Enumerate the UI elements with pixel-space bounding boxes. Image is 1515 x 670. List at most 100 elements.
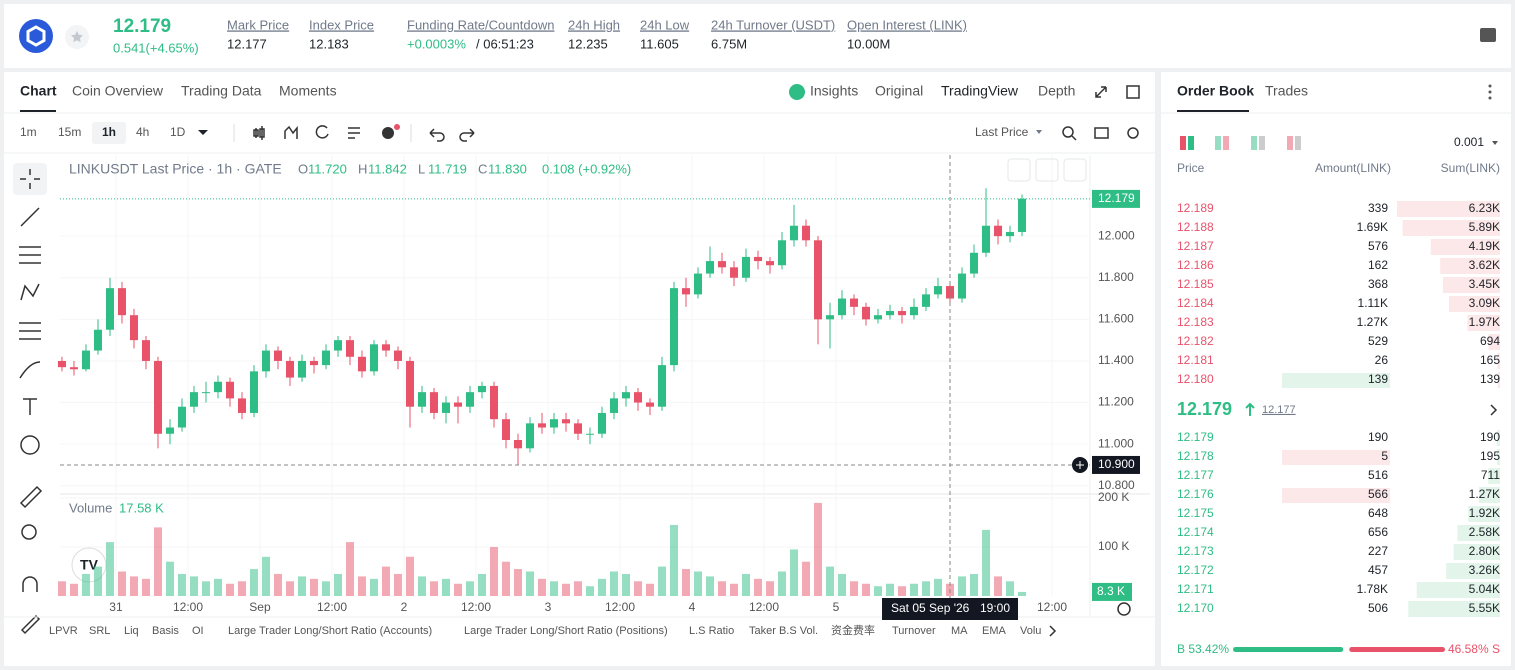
magnet-tool[interactable] <box>22 576 38 592</box>
replay-icon[interactable] <box>315 125 329 139</box>
tab[interactable]: Trading Data <box>181 83 262 99</box>
candle-type-icon[interactable] <box>253 126 265 140</box>
chart-button[interactable] <box>1007 158 1031 182</box>
tab[interactable]: Moments <box>279 83 337 99</box>
emoji-tool[interactable] <box>20 435 40 455</box>
ob-tab[interactable]: Trades <box>1265 83 1308 99</box>
indicator[interactable]: Liq <box>124 625 139 637</box>
depth-mode-icons[interactable] <box>1180 136 1301 150</box>
volume-bar <box>706 576 715 596</box>
mode-icon[interactable] <box>1251 136 1257 150</box>
mode-icon[interactable] <box>1223 136 1229 150</box>
brush-tool[interactable] <box>19 361 41 379</box>
indicator[interactable]: Basis <box>152 625 179 637</box>
price-type-arrow[interactable] <box>1036 130 1042 134</box>
template-icon[interactable] <box>348 127 360 139</box>
up-arrow <box>1245 402 1255 416</box>
candle-body <box>357 356 366 372</box>
text-tool[interactable] <box>23 398 37 415</box>
candle-body <box>297 360 306 378</box>
indicator-icon[interactable] <box>284 125 298 139</box>
chart-tools[interactable] <box>253 125 1139 142</box>
candle-body <box>910 306 919 316</box>
view-tab[interactable]: Insights <box>810 83 858 99</box>
indicator[interactable]: Large Trader Long/Short Ratio (Accounts) <box>228 625 432 637</box>
indicator[interactable]: Turnover <box>892 625 936 637</box>
fib-tool[interactable] <box>19 322 41 340</box>
undo-icon[interactable] <box>429 128 445 142</box>
volume-bar <box>658 566 667 596</box>
indicator[interactable]: SRL <box>89 625 110 637</box>
axis-settings[interactable] <box>1117 602 1131 616</box>
coin-logo <box>19 19 53 53</box>
mode-icon[interactable] <box>1259 136 1265 150</box>
settings-icon[interactable] <box>1127 127 1139 139</box>
candle-body <box>874 315 883 320</box>
ob-sum: 1.27K <box>1469 487 1500 501</box>
dropdown-arrow[interactable] <box>198 130 208 135</box>
volume-bar <box>117 571 126 596</box>
add-indicator-icon[interactable] <box>382 127 394 139</box>
interval[interactable]: 1m <box>20 125 37 139</box>
stat-value: 12.183 <box>309 36 349 51</box>
candle-body <box>129 315 138 341</box>
y-tick-label: 11.800 <box>1098 270 1134 284</box>
interval[interactable]: 15m <box>58 125 81 139</box>
indicator[interactable]: MA <box>951 625 968 637</box>
mode-icon[interactable] <box>1295 136 1301 150</box>
indicator[interactable]: Taker B.S Vol. <box>749 625 818 637</box>
interval[interactable]: 1D <box>170 125 186 139</box>
volume-bar <box>513 569 522 596</box>
tab[interactable]: Chart <box>20 83 57 99</box>
interval[interactable]: 1h <box>102 125 116 139</box>
volume-bar <box>838 573 847 596</box>
precision[interactable]: 0.001 <box>1454 135 1484 149</box>
indicator[interactable]: Large Trader Long/Short Ratio (Positions… <box>464 625 668 637</box>
drawing-toolbar[interactable] <box>19 169 43 635</box>
chart-button[interactable] <box>1035 158 1059 182</box>
indicator-scroll[interactable] <box>1049 625 1057 637</box>
view-tab[interactable]: Depth <box>1038 83 1075 99</box>
interval[interactable]: 4h <box>136 125 149 139</box>
mode-icon[interactable] <box>1188 136 1194 150</box>
expand-icon[interactable] <box>1095 86 1107 98</box>
camera-icon[interactable] <box>1094 127 1109 139</box>
indicator[interactable]: OI <box>192 625 204 637</box>
ob-sum: 2.80K <box>1469 544 1500 558</box>
chart-button[interactable] <box>1063 158 1087 182</box>
redo-icon[interactable] <box>459 128 475 142</box>
channel-tool[interactable] <box>19 246 41 264</box>
window-icon[interactable] <box>1126 85 1140 99</box>
pattern-tool[interactable] <box>20 283 40 301</box>
search-icon[interactable] <box>1062 126 1074 138</box>
line-tool[interactable] <box>20 207 40 227</box>
measure-tool[interactable] <box>19 485 43 509</box>
mid-expand[interactable] <box>1490 404 1498 416</box>
ob-tab[interactable]: Order Book <box>1177 83 1254 99</box>
volume-bar <box>429 581 438 596</box>
notes-icon[interactable] <box>1480 28 1496 42</box>
pencil-tool[interactable] <box>20 614 41 635</box>
indicator[interactable]: 资金费率 <box>831 623 875 637</box>
candle-body <box>610 398 619 413</box>
volume-bar <box>802 561 811 596</box>
candle-body <box>465 392 474 407</box>
indicator[interactable]: LPVR <box>49 625 78 637</box>
view-tab[interactable]: Original <box>875 83 923 99</box>
mode-icon[interactable] <box>1215 136 1221 150</box>
ob-price: 12.182 <box>1177 334 1214 348</box>
mode-icon[interactable] <box>1287 136 1293 150</box>
precision-arrow[interactable] <box>1492 141 1498 145</box>
zoom-tool[interactable] <box>21 524 37 540</box>
indicator[interactable]: Volu <box>1020 625 1041 637</box>
tab[interactable]: Coin Overview <box>72 83 164 99</box>
candle-body <box>537 423 546 428</box>
indicator[interactable]: L.S Ratio <box>689 625 734 637</box>
ob-amount: 1.27K <box>1357 315 1388 329</box>
view-tab[interactable]: TradingView <box>941 83 1019 99</box>
price-type[interactable]: Last Price <box>975 125 1029 139</box>
crosshair-tool[interactable] <box>20 169 40 189</box>
mode-icon[interactable] <box>1180 136 1186 150</box>
indicator[interactable]: EMA <box>982 625 1007 637</box>
candle-body <box>850 298 859 307</box>
